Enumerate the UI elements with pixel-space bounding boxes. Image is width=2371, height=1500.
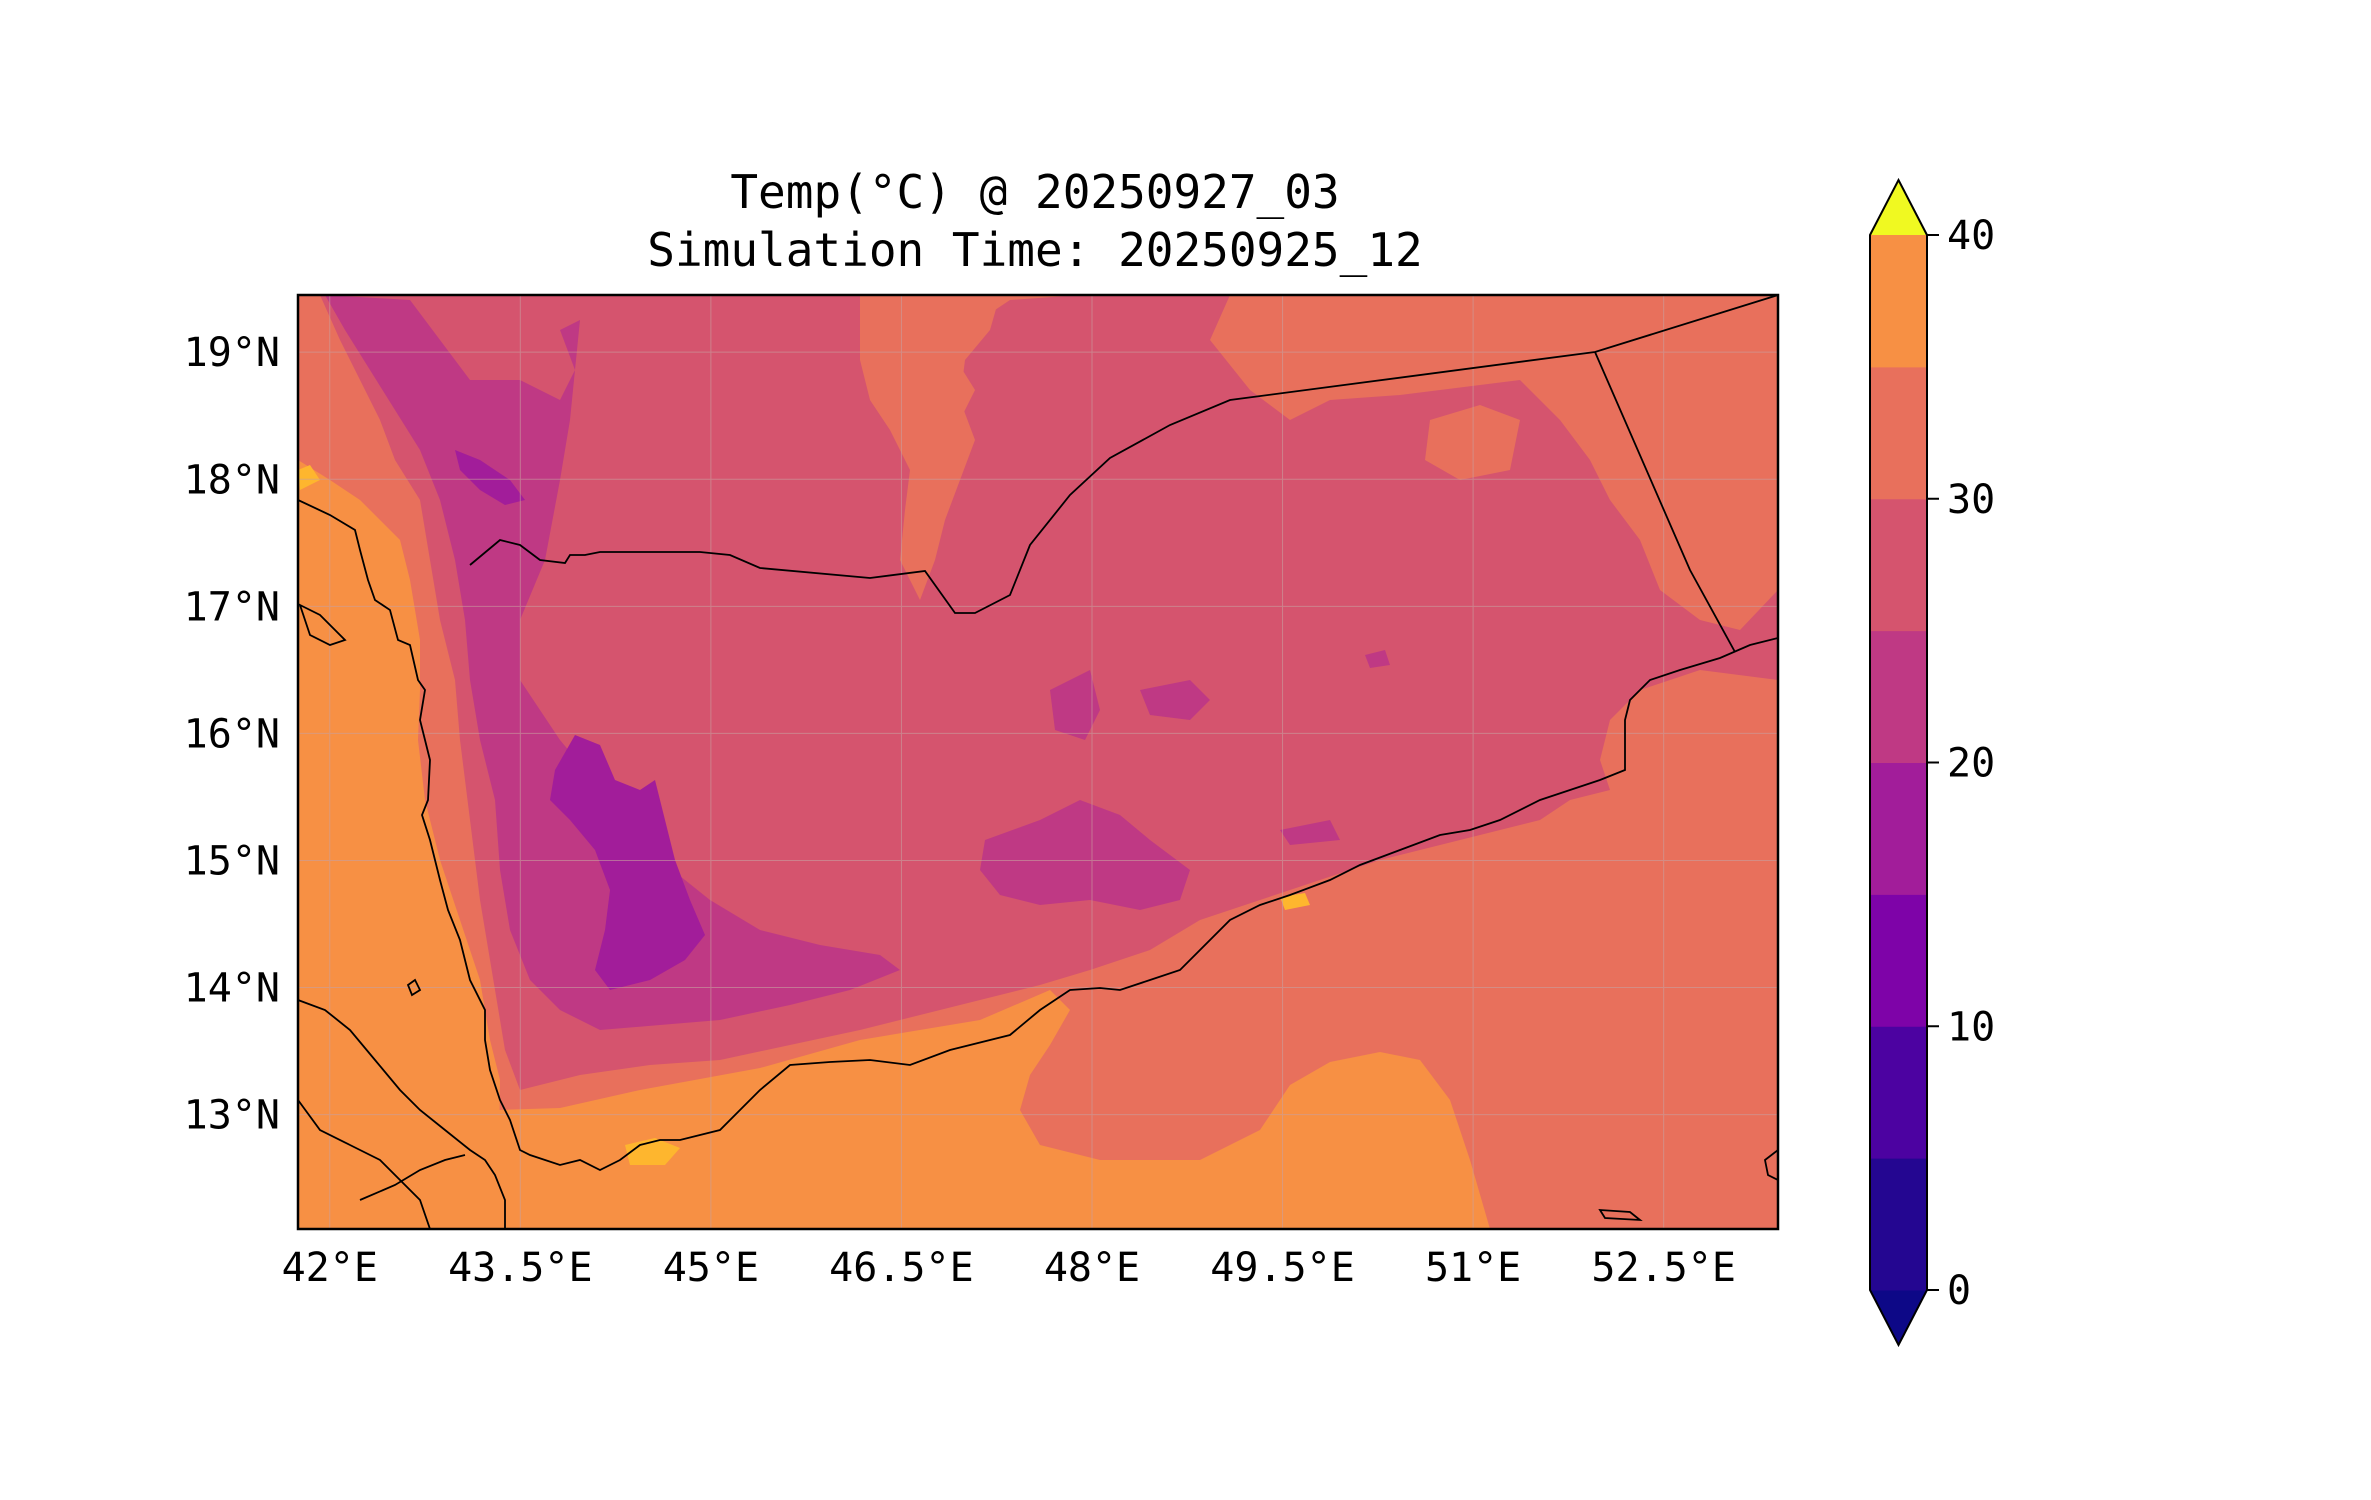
- colorbar-segment: [1870, 1158, 1927, 1291]
- field-band-30-35-redsea: [298, 460, 500, 1229]
- colorbar-segment: [1870, 762, 1927, 895]
- field-band-10-15-north: [455, 450, 525, 505]
- colorbar-tick-label: 30: [1947, 477, 1995, 523]
- field-band-30-35-gulf: [498, 990, 1490, 1229]
- gridlines: [298, 295, 1778, 1229]
- y-tick-label: 15°N: [184, 838, 280, 884]
- kamaran-island: [406, 978, 422, 997]
- x-tick-label: 49.5°E: [1210, 1245, 1355, 1291]
- map-frame: [296, 293, 1780, 1231]
- africa-horn-border-2: [359, 1154, 466, 1201]
- colorbar-segment: [1870, 366, 1927, 500]
- y-tick-labels: 19°N 18°N 17°N 16°N 15°N 14°N 13°N: [184, 330, 280, 1138]
- farasan-islands: [298, 603, 347, 646]
- field-band-35-40-patch-3: [298, 465, 320, 490]
- x-tick-label: 51°E: [1425, 1245, 1521, 1291]
- x-tick-label: 52.5°E: [1591, 1245, 1736, 1291]
- field-band-35-40-patch-2: [1280, 893, 1310, 910]
- field-band-15-20-central: [980, 800, 1190, 910]
- colorbar-tick-label: 20: [1947, 741, 1995, 787]
- x-tick-label: 45°E: [663, 1245, 759, 1291]
- africa-coast: [298, 999, 506, 1229]
- colorbar-tick-label: 40: [1947, 213, 1995, 259]
- colorbar-tick-label: 10: [1947, 1004, 1995, 1050]
- field-band-25-30-north-tongue: [860, 295, 1000, 600]
- colorbar: 0 10 20 30 40: [1869, 177, 1995, 1348]
- colorbar-segment: [1870, 498, 1927, 632]
- field-band-15-20-east-c: [1280, 820, 1340, 845]
- x-tick-label: 42°E: [282, 1245, 378, 1291]
- x-tick-label: 43.5°E: [448, 1245, 593, 1291]
- y-tick-label: 18°N: [184, 457, 280, 503]
- x-tick-label: 48°E: [1044, 1245, 1140, 1291]
- yemen-oman-border: [1594, 351, 1736, 653]
- colorbar-segment: [1870, 235, 1927, 368]
- x-tick-labels: 42°E 43.5°E 45°E 46.5°E 48°E 49.5°E 51°E 52.5°E: [282, 1245, 1736, 1291]
- field-band-35-40-patch-1: [625, 1138, 680, 1165]
- field-band-10-15-core: [550, 735, 705, 990]
- colorbar-segment: [1870, 630, 1927, 763]
- colorbar-extend-min: [1870, 1290, 1927, 1345]
- y-tick-label: 17°N: [184, 584, 280, 630]
- field-band-25-30-north-patch: [1425, 405, 1520, 480]
- field-band-15-20-east-a: [1050, 670, 1100, 740]
- title-line-1: Temp(°C) @ 20250927_03: [730, 165, 1340, 219]
- colorbar-segment: [1870, 894, 1927, 1027]
- field-band-15-20-east-b: [1140, 680, 1210, 720]
- arabia-coast-west: [298, 499, 1778, 1172]
- borders: [298, 295, 1778, 1229]
- x-tick-label: 46.5°E: [829, 1245, 974, 1291]
- y-tick-label: 16°N: [184, 711, 280, 757]
- colorbar-segment: [1870, 1026, 1927, 1159]
- socotra-west: [1598, 1208, 1643, 1222]
- yemen-saudi-border: [469, 295, 1778, 614]
- field-band-15-20-east-d: [1365, 650, 1390, 668]
- africa-horn-border-1: [298, 1099, 431, 1229]
- socotra-east: [1764, 1148, 1778, 1182]
- y-tick-label: 19°N: [184, 330, 280, 376]
- temperature-field: [298, 295, 1778, 1229]
- title-line-2: Simulation Time: 20250925_12: [647, 223, 1423, 277]
- y-tick-label: 14°N: [184, 966, 280, 1012]
- colorbar-tick-label: 0: [1947, 1268, 1971, 1314]
- y-tick-label: 13°N: [184, 1093, 280, 1139]
- colorbar-extend-max: [1870, 180, 1927, 235]
